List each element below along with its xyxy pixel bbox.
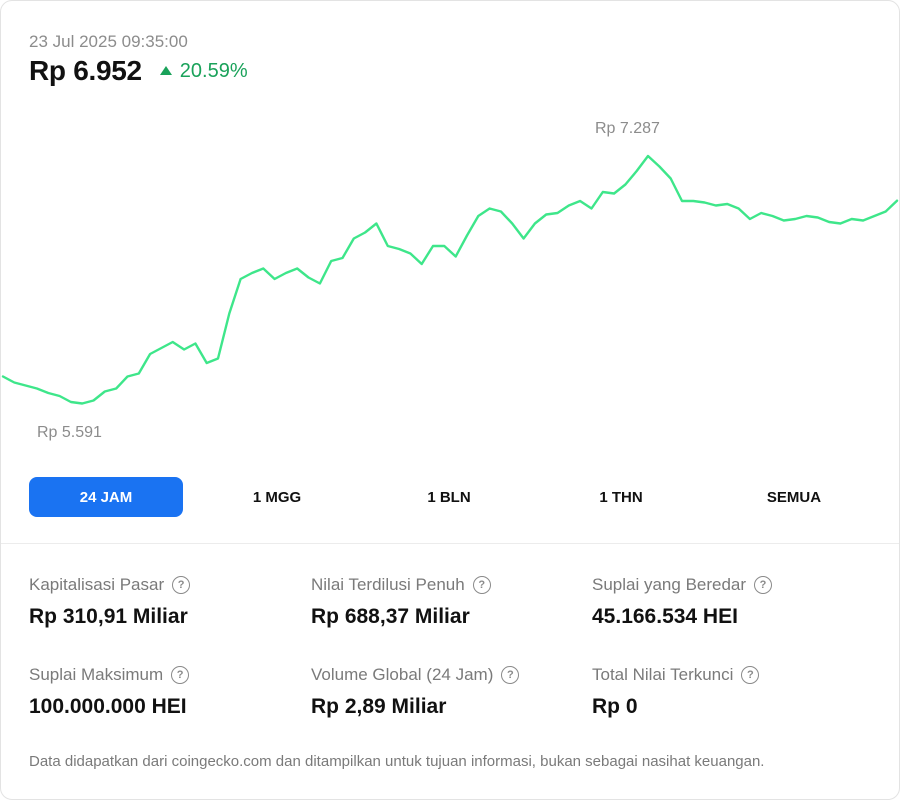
timeframe-tabs: 24 JAM 1 MGG 1 BLN 1 THN SEMUA bbox=[29, 477, 873, 517]
stat-label: Kapitalisasi Pasar bbox=[29, 575, 165, 594]
stat-max-supply: Suplai Maksimum? 100.000.000 HEI bbox=[29, 665, 299, 719]
help-icon[interactable]: ? bbox=[754, 576, 773, 594]
stat-label: Suplai yang Beredar bbox=[592, 575, 747, 594]
stat-label: Nilai Terdilusi Penuh bbox=[311, 575, 465, 594]
price-change: 20.59% bbox=[159, 59, 248, 83]
chart-max-label: Rp 7.287 bbox=[595, 120, 660, 137]
stat-fully-diluted: Nilai Terdilusi Penuh? Rp 688,37 Miliar bbox=[311, 575, 581, 629]
help-icon[interactable]: ? bbox=[741, 666, 760, 684]
price-row: Rp 6.952 20.59% bbox=[29, 55, 248, 87]
price-chart[interactable] bbox=[1, 111, 899, 456]
help-icon[interactable]: ? bbox=[171, 666, 190, 684]
stat-value: Rp 0 bbox=[592, 695, 638, 718]
divider bbox=[1, 543, 899, 544]
stat-circulating-supply: Suplai yang Beredar? 45.166.534 HEI bbox=[592, 575, 862, 629]
stat-value: Rp 2,89 Miliar bbox=[311, 695, 447, 718]
price-change-percent: 20.59% bbox=[179, 59, 248, 82]
current-price: Rp 6.952 bbox=[29, 55, 142, 86]
arrow-up-icon bbox=[159, 65, 172, 75]
stat-value: 45.166.534 HEI bbox=[592, 605, 738, 628]
help-icon[interactable]: ? bbox=[501, 666, 520, 684]
price-line-series bbox=[1, 154, 899, 405]
price-chart-svg bbox=[1, 154, 899, 405]
chart-min-label: Rp 5.591 bbox=[37, 424, 102, 441]
disclaimer-footer: Data didapatkan dari coingecko.com dan d… bbox=[29, 753, 765, 770]
tab-1-thn[interactable]: 1 THN bbox=[599, 488, 643, 506]
stat-value: 100.000.000 HEI bbox=[29, 695, 187, 718]
tab-semua[interactable]: SEMUA bbox=[766, 488, 822, 506]
help-icon[interactable]: ? bbox=[172, 576, 191, 594]
tab-1-mgg[interactable]: 1 MGG bbox=[252, 488, 302, 506]
stat-total-value-locked: Total Nilai Terkunci? Rp 0 bbox=[592, 665, 862, 719]
stat-label: Suplai Maksimum bbox=[29, 665, 164, 684]
stat-global-volume: Volume Global (24 Jam)? Rp 2,89 Miliar bbox=[311, 665, 581, 719]
stat-value: Rp 688,37 Miliar bbox=[311, 605, 470, 628]
stat-market-cap: Kapitalisasi Pasar? Rp 310,91 Miliar bbox=[29, 575, 299, 629]
tab-24-jam[interactable]: 24 JAM bbox=[29, 477, 183, 517]
timestamp: 23 Jul 2025 09:35:00 bbox=[29, 32, 188, 51]
stat-label: Volume Global (24 Jam) bbox=[311, 665, 494, 684]
tab-1-bln[interactable]: 1 BLN bbox=[427, 488, 471, 506]
stat-label: Total Nilai Terkunci bbox=[592, 665, 734, 684]
help-icon[interactable]: ? bbox=[472, 576, 491, 594]
stat-value: Rp 310,91 Miliar bbox=[29, 605, 188, 628]
